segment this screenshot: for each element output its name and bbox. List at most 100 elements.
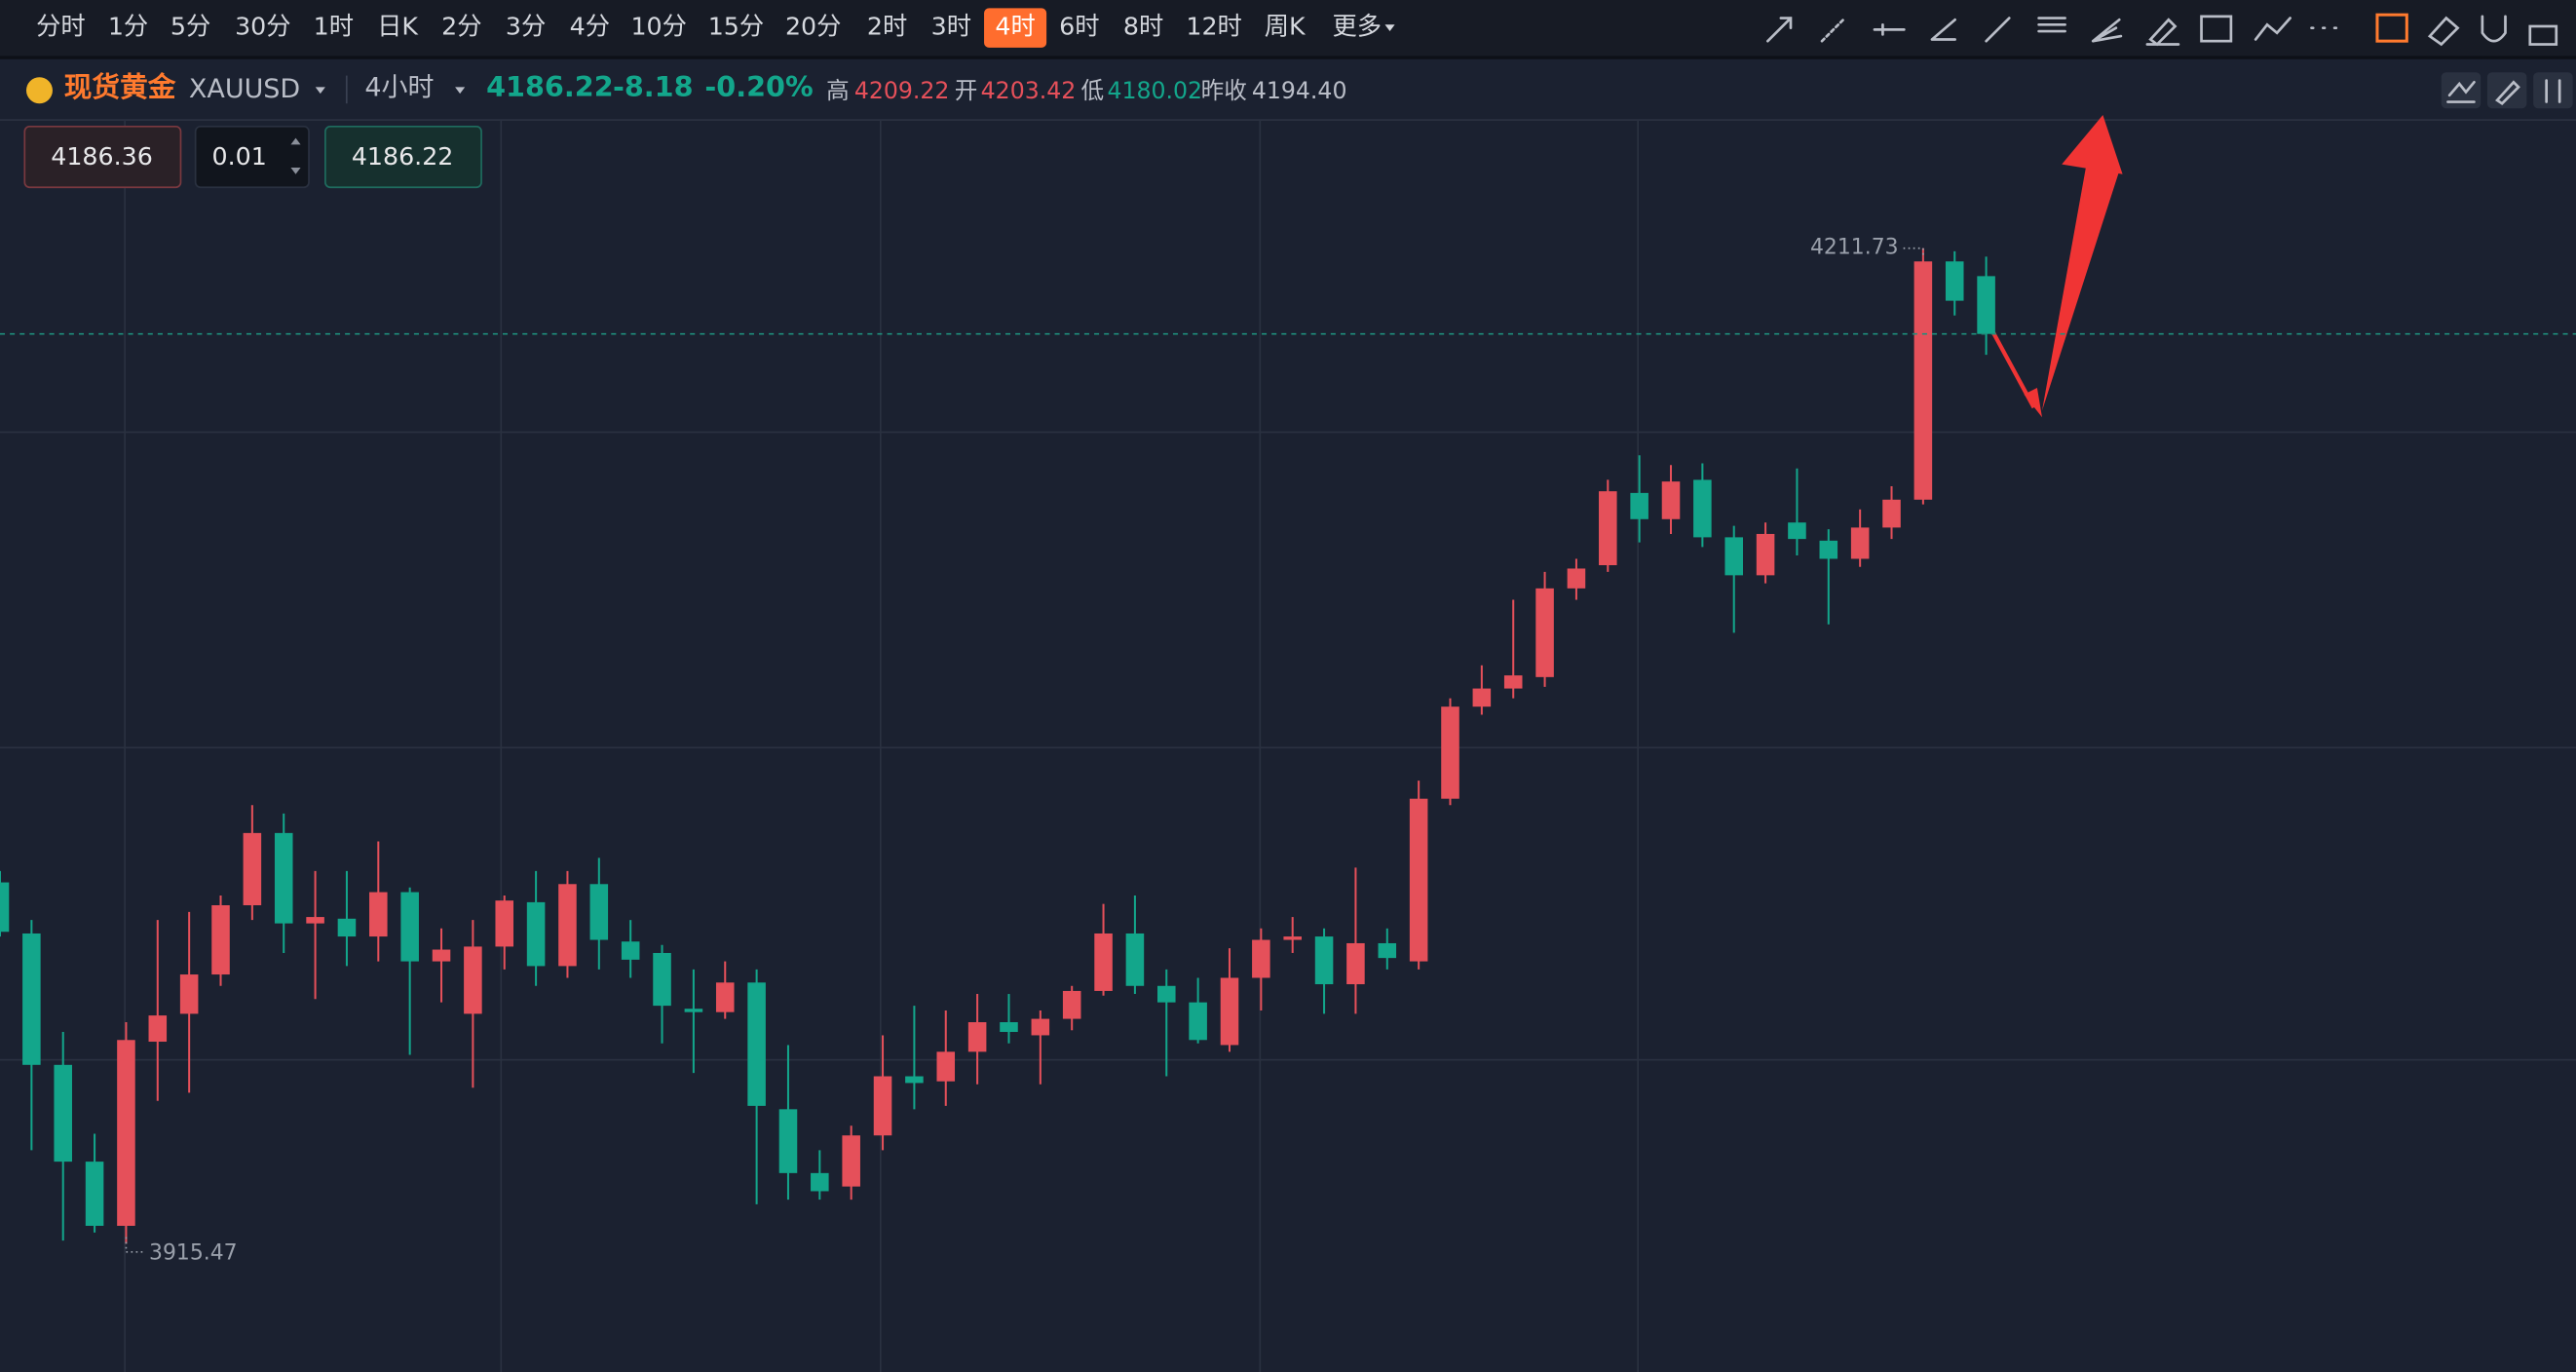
hline-tool[interactable] [1873, 22, 1906, 36]
low-label: 低 [1081, 77, 1105, 104]
dropdown [1384, 24, 1395, 32]
candle-body [1062, 990, 1081, 1019]
sell-button[interactable] [324, 125, 482, 189]
candle-body [747, 982, 766, 1106]
candle-body [1031, 1018, 1050, 1036]
dropdown [455, 87, 466, 95]
interval[interactable]: 1分 [108, 13, 148, 41]
interval[interactable]: 30分 [235, 13, 290, 41]
high-label: 高 [826, 77, 850, 104]
more-intervals[interactable]: 更多 [1333, 13, 1383, 41]
candle-body [558, 884, 577, 967]
arrow-tool[interactable] [1766, 17, 1793, 43]
candle-body [1567, 568, 1586, 589]
candle-body [306, 917, 324, 924]
pattern-tool[interactable] [2254, 17, 2292, 41]
candle-body [1661, 481, 1681, 519]
candle-body [22, 933, 41, 1065]
interval[interactable]: 1时 [314, 13, 354, 41]
instrument-symbol[interactable]: XAUUSD [189, 74, 300, 104]
toolbar [0, 0, 2576, 57]
open-value: 4203.42 [981, 77, 1077, 104]
fan-tool[interactable] [2091, 18, 2123, 43]
prev-close-value: 4194.40 [1252, 77, 1347, 104]
magnet-tool[interactable] [2481, 15, 2507, 43]
bid-price: 4186.22 [352, 142, 454, 171]
settings-button[interactable] [2533, 72, 2573, 109]
interval[interactable]: 4分 [570, 13, 610, 41]
parallel-tool[interactable] [1930, 18, 1956, 41]
buy-button[interactable] [23, 125, 182, 189]
interval[interactable]: 8时 [1123, 13, 1163, 41]
interval[interactable]: 日K [377, 13, 419, 41]
active-interval [984, 8, 1047, 48]
ray-tool[interactable] [1820, 17, 1846, 43]
edit-tool[interactable] [2375, 13, 2408, 43]
candle-body [337, 918, 357, 937]
interval[interactable]: 周K [1265, 13, 1307, 41]
candle-body [811, 1172, 829, 1192]
candle-body [1977, 276, 1995, 334]
candle-body [0, 882, 10, 933]
candle-body [1314, 936, 1334, 985]
interval[interactable]: 15分 [708, 13, 764, 41]
candle-body [589, 884, 609, 940]
candle-body [967, 1022, 987, 1052]
header-buttons[interactable] [2441, 72, 2573, 109]
brush-tool[interactable] [2145, 18, 2180, 47]
lock-tool[interactable] [2528, 24, 2558, 46]
interval[interactable]: 20分 [785, 13, 841, 41]
icon [2545, 79, 2561, 103]
candle-body [1882, 499, 1901, 528]
candle-body [1724, 537, 1743, 576]
candle-body [1125, 933, 1145, 986]
candle-body [243, 832, 262, 906]
drawing-tools[interactable] [1766, 13, 2558, 47]
interval[interactable]: 6时 [1059, 13, 1099, 41]
interval[interactable]: 12时 [1186, 13, 1241, 41]
interval[interactable]: 2分 [441, 13, 481, 41]
candle-body [400, 892, 419, 962]
interval[interactable]: 分时 [36, 13, 86, 41]
fib-tool[interactable] [2037, 17, 2066, 33]
candle-body [1000, 1022, 1018, 1033]
candles [0, 248, 1995, 1244]
min-label: 3915.47 [149, 1240, 238, 1265]
gold-icon [25, 77, 53, 104]
candle-body [274, 832, 293, 924]
candle-body [1756, 533, 1775, 576]
interval[interactable]: 4时 [995, 13, 1035, 41]
change: -8.18 [613, 70, 694, 103]
interval[interactable]: 5分 [170, 13, 210, 41]
candle-body [1693, 479, 1712, 538]
prev-close-label: 昨收 [1201, 77, 1247, 104]
quantity-input[interactable] [194, 125, 310, 189]
icon [2446, 80, 2476, 103]
candle-body [179, 974, 199, 1014]
candle-body [1346, 942, 1365, 985]
annotation-arrow-head [2024, 387, 2042, 418]
candle-body [1378, 942, 1397, 959]
candle-body [1220, 977, 1239, 1046]
candle-body [495, 900, 514, 947]
segment-tool[interactable] [1985, 17, 2011, 43]
period[interactable]: 4小时 [364, 73, 434, 103]
candle-body [873, 1076, 892, 1136]
open-label: 开 [955, 77, 978, 104]
change-percent: -0.20% [704, 70, 813, 103]
candle-body [936, 1051, 956, 1082]
indicator-button[interactable] [2441, 72, 2481, 109]
interval[interactable]: 3时 [931, 13, 971, 41]
interval[interactable]: 10分 [630, 13, 686, 41]
candle-body [54, 1064, 72, 1162]
eraser-tool[interactable] [2427, 16, 2460, 47]
candle-body [653, 952, 671, 1007]
candle-body [464, 946, 482, 1014]
interval[interactable]: 3分 [506, 13, 546, 41]
ask-price: 4186.36 [51, 142, 153, 171]
image-tool[interactable] [2200, 15, 2233, 43]
icon [2495, 80, 2520, 105]
candle-body [1409, 798, 1428, 962]
interval[interactable]: 2时 [867, 13, 907, 41]
